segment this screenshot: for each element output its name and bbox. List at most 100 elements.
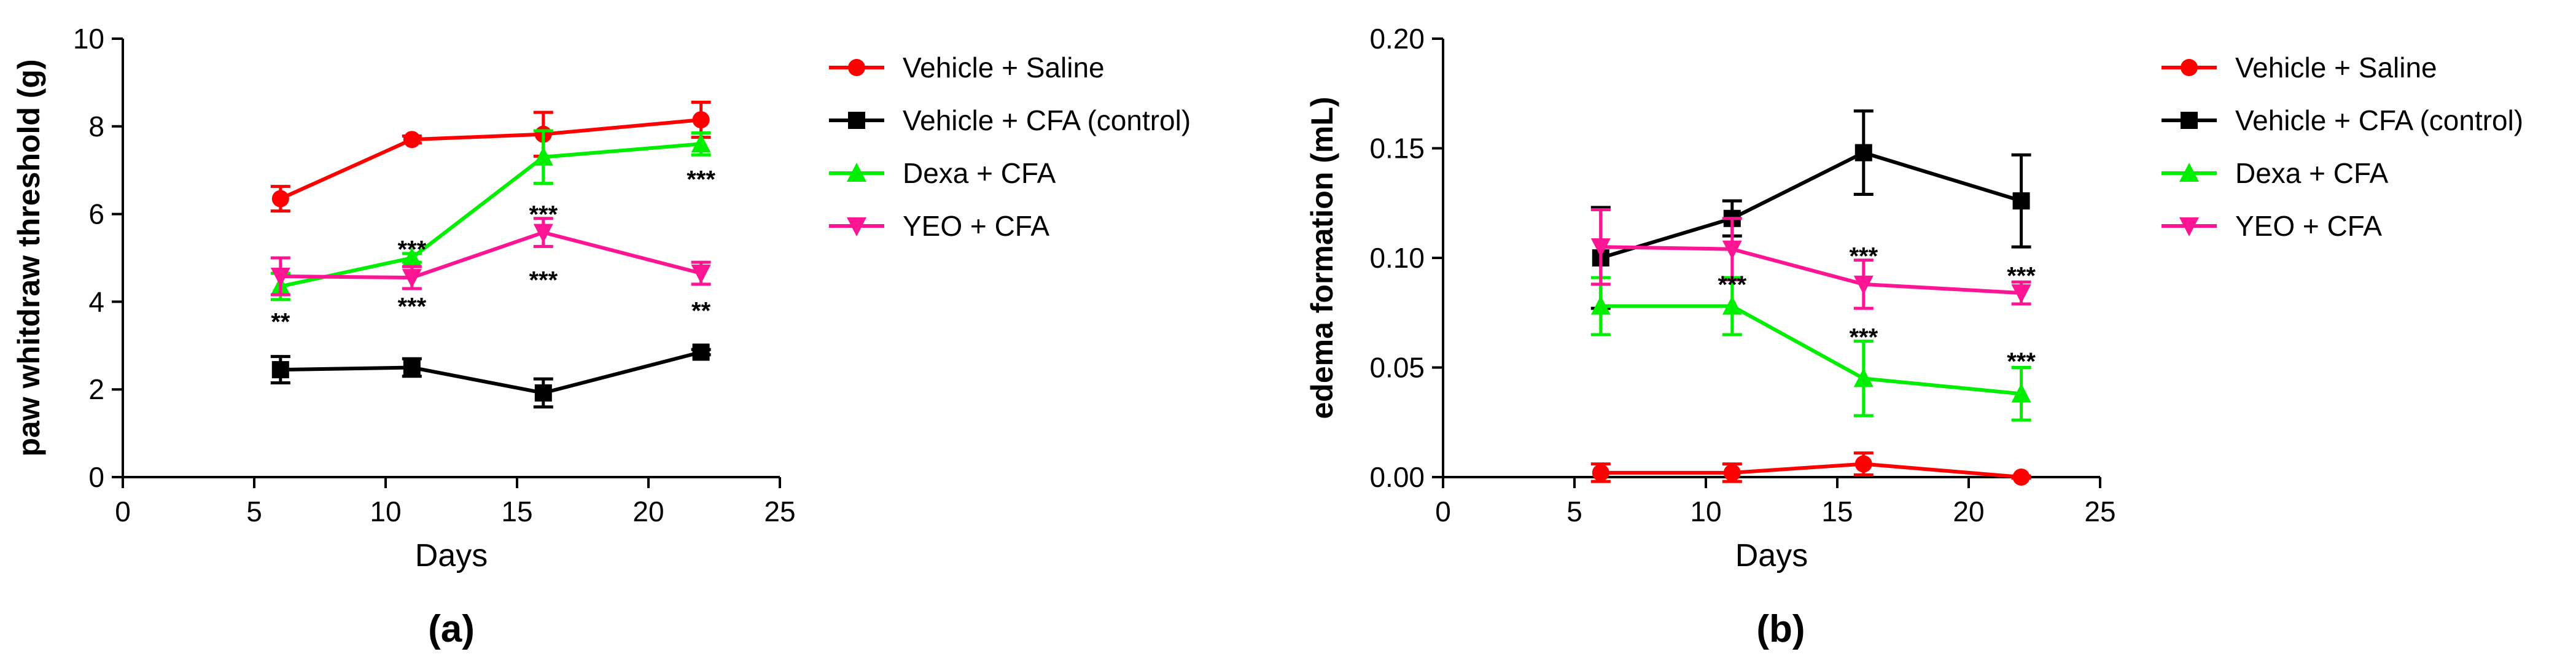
legend-marker <box>848 59 865 76</box>
significance-label: *** <box>397 236 426 263</box>
data-point <box>692 111 710 129</box>
legend: Vehicle + Saline Vehicle + CFA (control) D… <box>2162 52 2523 242</box>
significance-label: *** <box>1849 324 1878 351</box>
significance-label: ** <box>691 298 711 325</box>
x-tick-label: 25 <box>764 496 795 527</box>
legend-marker <box>2181 112 2198 129</box>
significance-label: *** <box>529 201 558 228</box>
legend-marker <box>2179 163 2199 182</box>
legend-label: YEO + CFA <box>2235 210 2382 242</box>
significance-label: *** <box>1718 271 1746 298</box>
significance-label: *** <box>397 294 426 321</box>
data-point <box>403 131 421 149</box>
significance-label: *** <box>529 267 558 294</box>
x-tick-label: 25 <box>2084 496 2115 527</box>
chart-panel-a: 0 5 10 15 20 25 0 2 4 6 8 10 Days paw whitdraw thresh… <box>12 23 1191 650</box>
legend-marker <box>2181 59 2198 76</box>
y-tick-label: 0.00 <box>1369 461 1425 493</box>
data-point <box>691 264 711 284</box>
series-line <box>1600 304 2021 396</box>
series-line <box>280 142 701 289</box>
series-line <box>1600 245 2021 295</box>
legend-marker <box>847 163 866 182</box>
data-point <box>271 361 289 379</box>
y-tick-label: 8 <box>88 111 104 142</box>
series-line <box>1600 462 2021 479</box>
y-tick-label: 4 <box>88 286 104 317</box>
y-axis-title: edema formation (mL) <box>1305 96 1339 419</box>
x-tick-label: 15 <box>1821 496 1853 527</box>
series-2 <box>1590 276 2031 422</box>
chart-panel-b: 0 5 10 15 20 25 0.00 0.05 0.10 0.15 0.20 Days edema … <box>1305 23 2523 650</box>
legend-label: Vehicle + CFA (control) <box>2235 104 2523 136</box>
legend-label: Vehicle + CFA (control) <box>903 104 1191 136</box>
panel-label: (a) <box>428 608 475 650</box>
data-point <box>270 267 290 287</box>
series-line <box>1600 150 2022 260</box>
x-axis-title: Days <box>415 538 488 574</box>
series-2 <box>270 129 711 301</box>
data-point <box>1592 464 1609 481</box>
panel-label: (b) <box>1756 608 1805 650</box>
y-tick-label: 0.05 <box>1369 352 1425 384</box>
data-point <box>534 384 552 402</box>
y-tick-label: 0 <box>88 461 104 493</box>
legend-marker <box>848 112 865 129</box>
x-tick-label: 20 <box>1953 496 1984 527</box>
data-point <box>533 146 553 166</box>
data-point <box>1854 455 1872 473</box>
data-point <box>1722 240 1742 260</box>
data-point <box>2011 383 2031 403</box>
series-1 <box>270 343 711 409</box>
data-point <box>2012 192 2030 210</box>
y-tick-label: 0.15 <box>1369 133 1425 165</box>
data-point <box>533 224 553 243</box>
series-3 <box>1590 208 2031 310</box>
series-3 <box>270 217 711 297</box>
legend: Vehicle + Saline Vehicle + CFA (control) D… <box>829 52 1191 242</box>
y-tick-label: 0.10 <box>1369 242 1425 274</box>
legend-marker <box>2179 217 2199 236</box>
series-0 <box>270 101 711 213</box>
significance-label: *** <box>1849 243 1878 270</box>
significance-label: *** <box>2007 348 2036 375</box>
series-0 <box>1590 451 2031 486</box>
legend-label: YEO + CFA <box>903 210 1049 242</box>
data-point <box>403 359 421 376</box>
data-point <box>1854 144 1872 161</box>
data-point <box>1853 368 1874 387</box>
data-point <box>402 247 422 266</box>
x-axis-title: Days <box>1735 538 1808 574</box>
legend-marker <box>847 217 866 236</box>
y-axis-title: paw whitdraw threshold (g) <box>12 59 46 456</box>
x-tick-label: 10 <box>1690 496 1721 527</box>
x-tick-label: 15 <box>501 496 532 527</box>
x-tick-label: 0 <box>1435 496 1451 527</box>
x-tick-label: 5 <box>246 496 262 527</box>
y-tick-label: 0.20 <box>1369 23 1425 55</box>
data-point <box>402 269 422 289</box>
x-tick-label: 20 <box>632 496 664 527</box>
data-point <box>2012 469 2030 486</box>
x-tick-label: 5 <box>1566 496 1582 527</box>
legend-label: Vehicle + Saline <box>2235 52 2437 84</box>
data-point <box>692 343 710 361</box>
legend-label: Dexa + CFA <box>903 157 1056 189</box>
series-line <box>279 118 701 201</box>
data-point <box>1590 295 1611 315</box>
data-point <box>691 133 711 153</box>
x-tick-label: 0 <box>115 496 131 527</box>
y-tick-label: 2 <box>88 373 104 405</box>
x-tick-label: 10 <box>370 496 401 527</box>
data-point <box>1722 295 1742 315</box>
y-tick-label: 10 <box>73 23 104 55</box>
data-point <box>1590 238 1611 258</box>
series-1 <box>1590 109 2031 310</box>
legend-label: Vehicle + Saline <box>903 52 1105 84</box>
series-line <box>280 350 702 395</box>
data-point <box>271 190 289 208</box>
y-tick-label: 6 <box>88 198 104 230</box>
series-line <box>280 230 702 280</box>
significance-label: *** <box>687 166 715 193</box>
